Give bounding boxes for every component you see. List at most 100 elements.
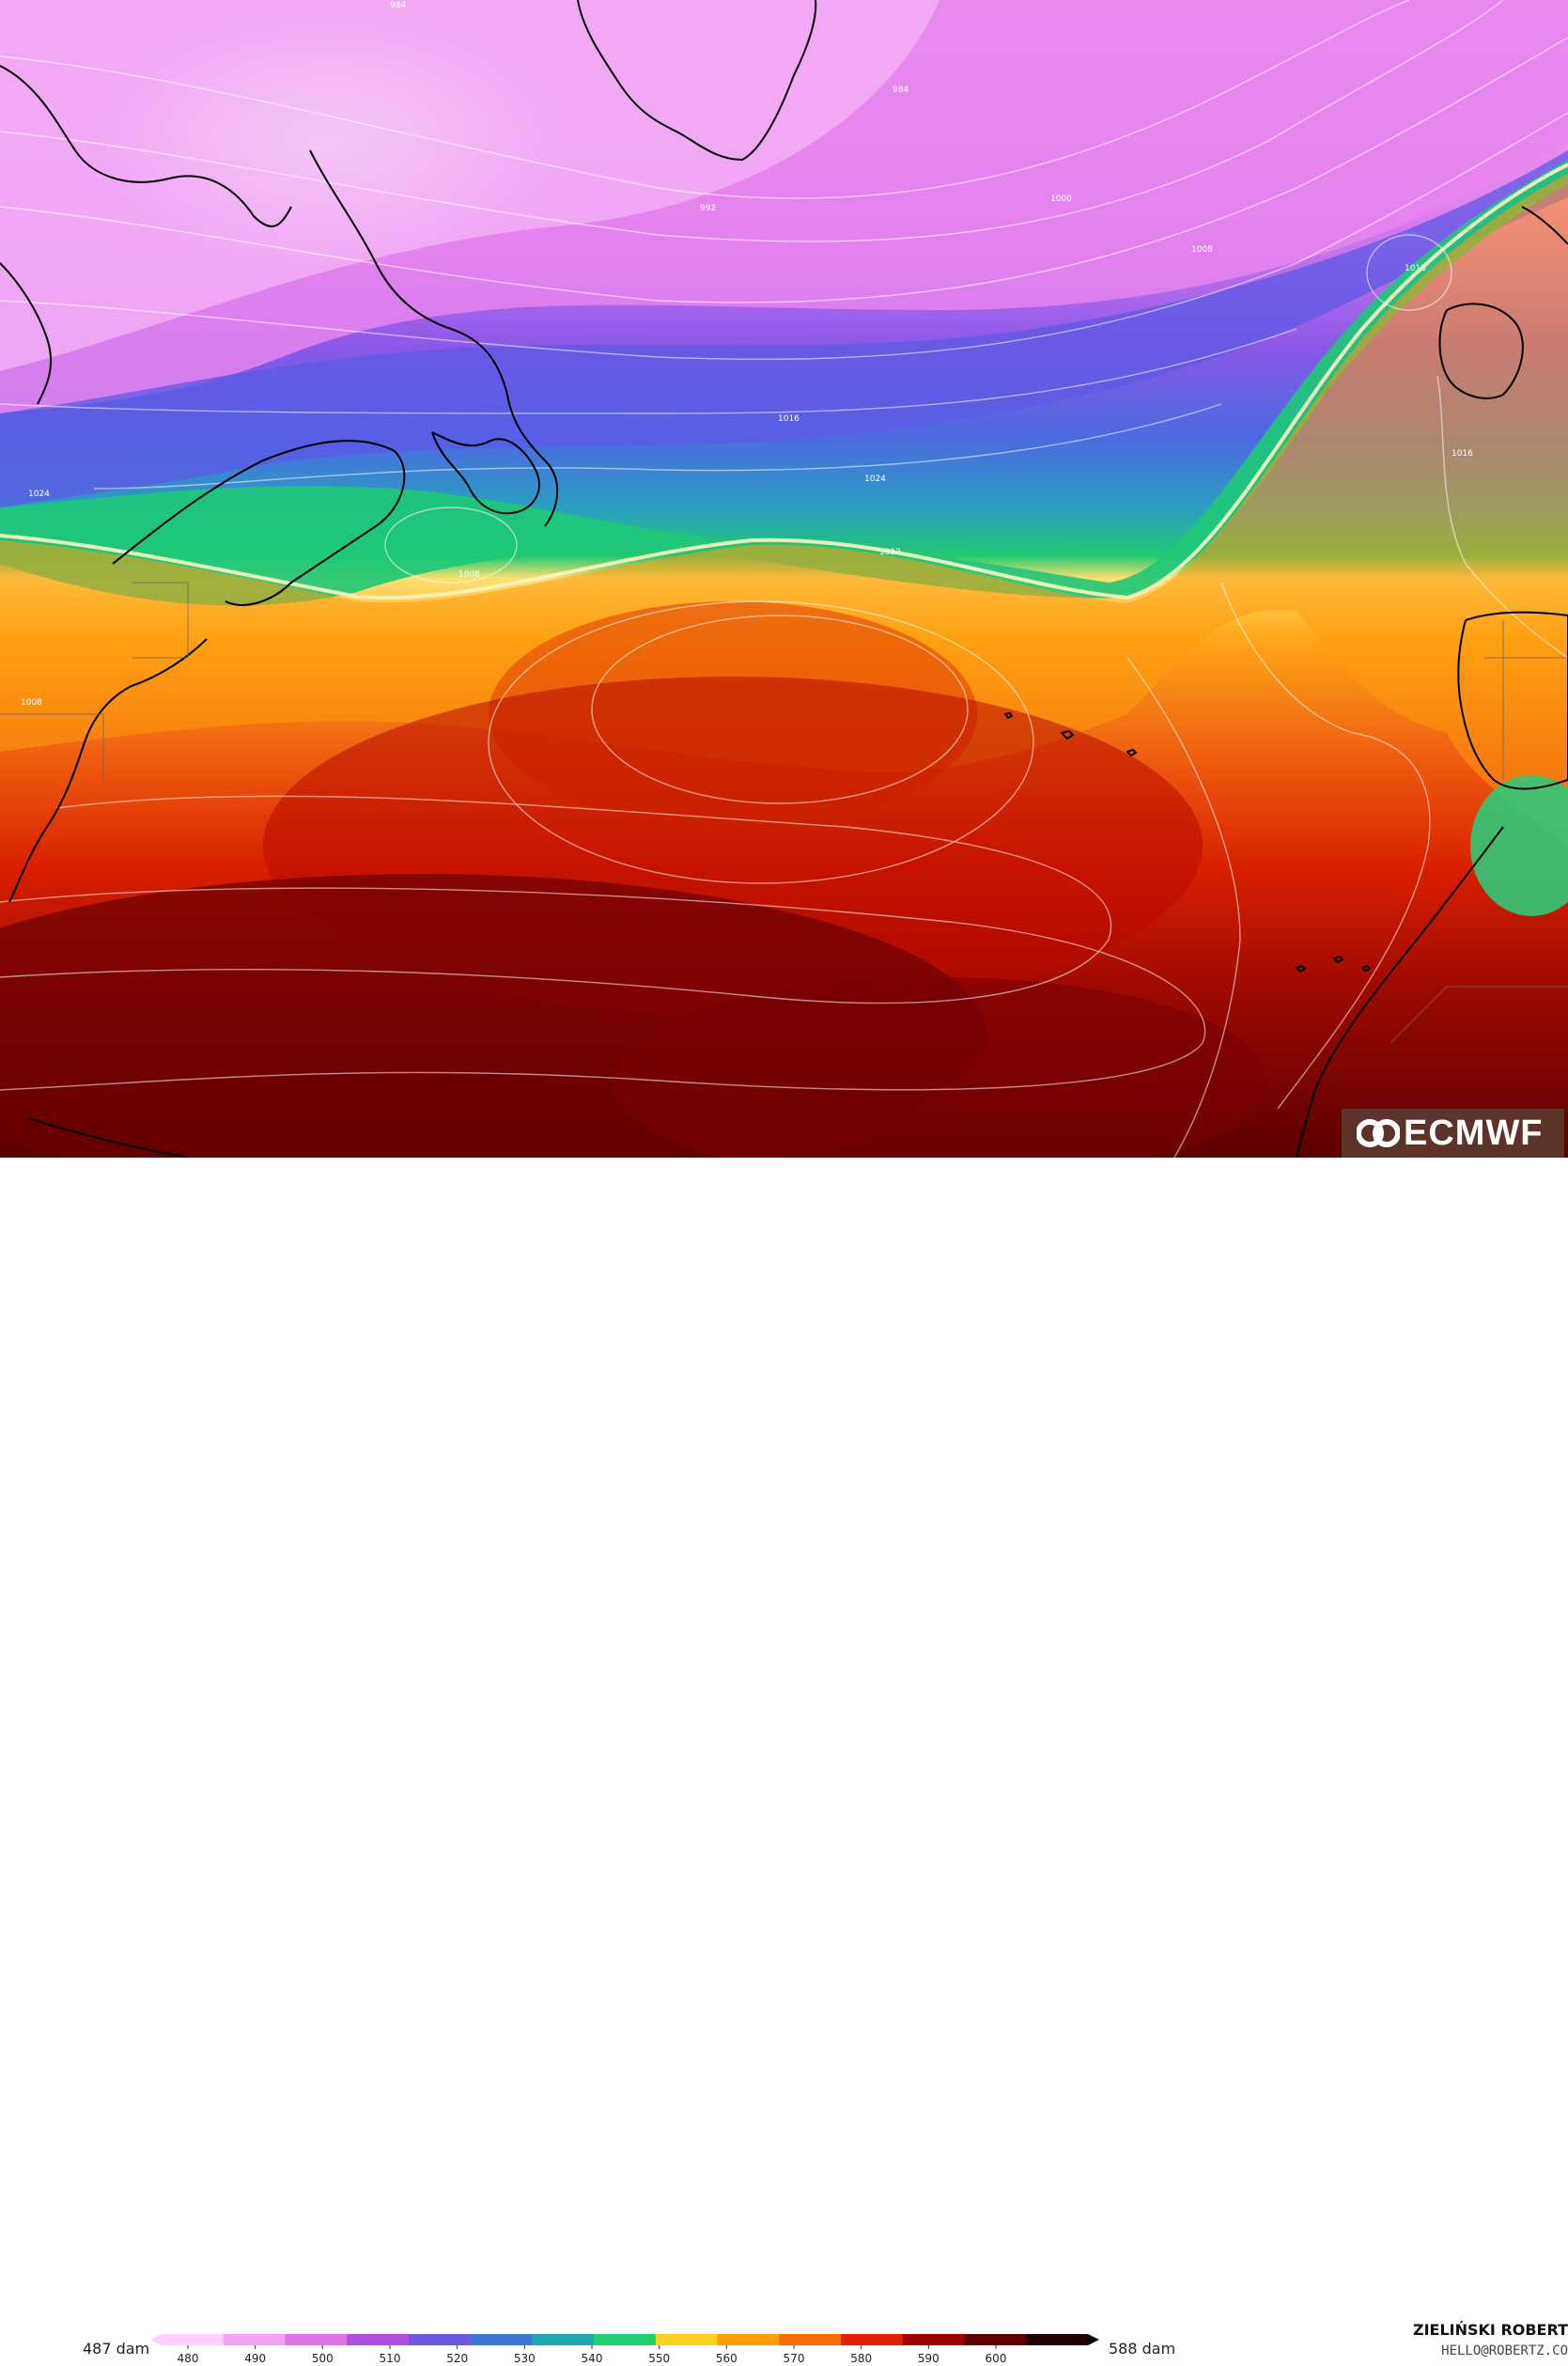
isobar-label: 1012 <box>879 548 901 557</box>
coastline-hudson <box>0 262 53 405</box>
coastline-us-east <box>8 638 208 903</box>
color-scale-tick-label: 520 <box>446 2352 468 2365</box>
isobar-line <box>0 328 1297 414</box>
color-scale-cell <box>964 2334 1027 2345</box>
coastline-canaries <box>1296 956 1371 973</box>
ecmwf-logo-text: ECMWF <box>1404 1113 1544 1153</box>
color-scale-ticks: 480 490 500 510 520 530 540 550 560 570 580 590 600 <box>178 2345 1007 2365</box>
isobar-label: 1016 <box>1405 264 1426 273</box>
color-scale-tick-label: 600 <box>986 2352 1007 2365</box>
isobar-line <box>1126 657 1241 1158</box>
color-scale-tick-label: 590 <box>918 2352 939 2365</box>
isobar-line <box>384 506 518 584</box>
color-scale-tick-label: 510 <box>380 2352 401 2365</box>
color-scale-right-arrow <box>1088 2334 1099 2345</box>
isobar-labels: 984 992 1000 1008 1016 1024 1008 1016 10… <box>21 1 1473 708</box>
color-scale-tick-label: 480 <box>178 2352 199 2365</box>
cold-pocket-green <box>1470 775 1568 916</box>
isobar-label: 984 <box>390 1 406 10</box>
isobar-lines <box>0 0 1568 1158</box>
legend-footer: 487 dam 480 490 500 510 520 530 540 550 560 570 58… <box>0 1158 1568 2365</box>
isobar-label: 1016 <box>778 414 800 424</box>
border-line <box>0 713 104 780</box>
color-scale-cell <box>1026 2334 1089 2345</box>
color-scale-cell <box>902 2334 966 2345</box>
color-scale-cell <box>285 2334 348 2345</box>
isobar-line <box>0 112 1568 361</box>
color-scale-bar: 480 490 500 510 520 530 540 550 560 570 580 590 600 <box>150 2334 1099 2365</box>
author-email[interactable]: HELLO@ROBERTZ.CO <box>1441 2343 1568 2358</box>
coastline-ireland <box>1438 303 1524 399</box>
legend-min-label: 487 dam <box>83 2340 150 2358</box>
border-line <box>132 582 189 659</box>
color-scale-cell <box>594 2334 657 2345</box>
color-scale-cell <box>223 2334 286 2345</box>
isobar-label: 992 <box>700 204 716 213</box>
color-scale-cell <box>841 2334 904 2345</box>
isobar-line <box>0 795 1112 1004</box>
coastline-greenland <box>577 0 817 161</box>
coastline-scotland <box>1521 206 1568 245</box>
color-scale-cell <box>779 2334 842 2345</box>
border-line <box>1389 986 1568 1044</box>
green-band <box>0 160 1568 606</box>
color-scale-cell <box>470 2334 533 2345</box>
color-scale-tick-label: 560 <box>716 2352 737 2365</box>
color-scale-cell <box>532 2334 595 2345</box>
color-scale-cell <box>347 2334 410 2345</box>
purple-band <box>0 150 1568 507</box>
glow-highlight <box>94 9 564 272</box>
isobar-line <box>0 0 1504 242</box>
coastline-canada-north <box>0 65 292 227</box>
coastline-maritimes <box>112 440 406 606</box>
isobar-label: 1008 <box>1191 245 1213 255</box>
color-scale-tick-label: 500 <box>312 2352 334 2365</box>
coastline-caribbean <box>27 1117 189 1158</box>
isobar-line <box>488 600 1034 884</box>
coastline-iberia <box>1457 611 1568 790</box>
isobar-line <box>1366 234 1452 311</box>
political-borders <box>0 582 1568 1044</box>
color-scale-tick-label: 490 <box>244 2352 266 2365</box>
warm-region-orange <box>0 174 1568 846</box>
coastline-azores <box>1004 712 1137 756</box>
color-scale-tick-label: 540 <box>582 2352 603 2365</box>
color-scale-tick-label: 580 <box>850 2352 872 2365</box>
color-scale-cell <box>408 2334 472 2345</box>
coastlines <box>0 0 1568 1158</box>
isobar-line <box>1436 375 1568 659</box>
isobar-label: 1024 <box>864 475 886 484</box>
isobar-line <box>0 887 1206 1091</box>
color-scale-cells <box>162 2334 1089 2345</box>
color-scale-tick-label: 530 <box>514 2352 536 2365</box>
color-scale-cell <box>655 2334 719 2345</box>
isobar-line <box>0 0 1410 199</box>
weather-map: 984 992 1000 1008 1016 1024 1008 1016 10… <box>0 0 1568 1158</box>
coastline-africa <box>1296 826 1504 1158</box>
ecmwf-logo: ECMWF <box>1342 1109 1564 1158</box>
isobar-label: 984 <box>893 86 908 95</box>
color-scale-cell <box>162 2334 225 2345</box>
isobar-label: 1000 <box>1050 195 1072 204</box>
border-line <box>1484 620 1568 780</box>
hot-region-dark-red-2 <box>611 977 1268 1158</box>
isobar-label: 1008 <box>21 698 42 708</box>
isobar-line <box>591 615 969 804</box>
ecmwf-mark-icon <box>1356 1119 1401 1147</box>
color-scale-tick-label: 570 <box>784 2352 805 2365</box>
jet-boundary-line <box>0 163 1568 600</box>
geopotential-map-svg: 984 992 1000 1008 1016 1024 1008 1016 10… <box>0 0 1568 1158</box>
isobar-label: 1008 <box>458 570 480 580</box>
isobar-label: 1016 <box>1452 449 1473 459</box>
coastline-labrador <box>309 149 559 527</box>
coastline-newfoundland <box>431 431 540 515</box>
isobar-line <box>1220 582 1431 1110</box>
isobar-line <box>0 37 1568 304</box>
color-scale-left-arrow <box>150 2334 162 2345</box>
isobar-line <box>93 403 1222 490</box>
isobar-label: 1024 <box>28 490 50 499</box>
color-scale-tick-label: 550 <box>648 2352 670 2365</box>
legend-max-label: 588 dam <box>1109 2340 1176 2358</box>
author-name: ZIELIŃSKI ROBERT <box>1412 2321 1568 2339</box>
color-scale-cell <box>717 2334 780 2345</box>
